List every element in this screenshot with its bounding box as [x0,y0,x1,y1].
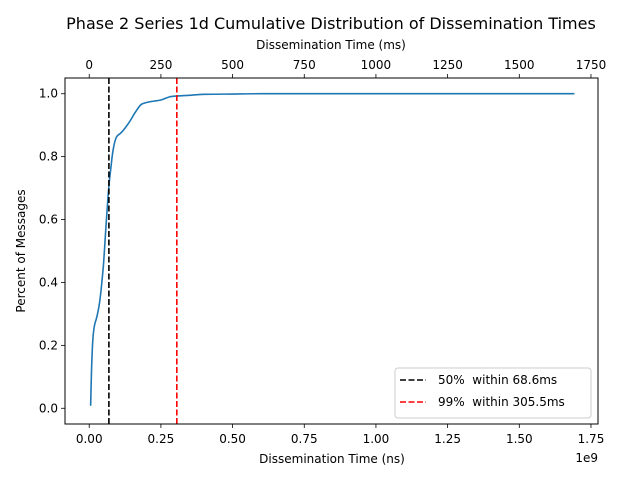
x2-tick-label: 1250 [432,58,463,72]
y-tick-label: 0.0 [39,401,58,415]
legend-label-99: 99% within 305.5ms [438,395,565,409]
x2-tick-label: 250 [149,58,172,72]
legend: 50% within 68.6ms 99% within 305.5ms [394,367,592,419]
x-ticks: 0.00 0.25 0.50 0.75 1.00 1.25 1.50 1.75 [76,424,604,446]
y-ticks: 0.0 0.2 0.4 0.6 0.8 1.0 [39,87,65,415]
y-tick-label: 0.4 [39,275,58,289]
x2-tick-label: 0 [85,58,93,72]
x2-tick-label: 1750 [576,58,607,72]
x-tick-label: 1.50 [506,432,533,446]
legend-box [394,367,592,419]
series-line-0 [89,92,575,406]
x-tick-label: 0.25 [148,432,175,446]
y-tick-label: 0.2 [39,338,58,352]
x-axis-offset: 1e9 [575,451,598,465]
x-tick-label: 0.00 [76,432,103,446]
y-tick-label: 0.6 [39,213,58,227]
plot-lines [89,78,575,424]
x2-tick-label: 500 [221,58,244,72]
x-axis-label: Dissemination Time (ns) [259,452,405,466]
x-tick-label: 1.00 [363,432,390,446]
legend-label-50: 50% within 68.6ms [438,373,557,387]
chart-title: Phase 2 Series 1d Cumulative Distributio… [66,14,596,33]
x2-ticks: 0 250 500 750 1000 1250 1500 1750 [85,58,606,78]
x-tick-label: 0.50 [219,432,246,446]
x2-tick-label: 750 [293,58,316,72]
plot-area-frame [64,77,599,425]
x-tick-label: 1.75 [578,432,605,446]
x-tick-label: 1.25 [434,432,461,446]
y-tick-label: 1.0 [39,87,58,101]
x2-tick-label: 1500 [504,58,535,72]
x-tick-label: 0.75 [291,432,318,446]
x2-axis-label: Dissemination Time (ms) [256,38,406,52]
x2-tick-label: 1000 [361,58,392,72]
y-axis-label: Percent of Messages [14,189,28,312]
y-tick-label: 0.8 [39,150,58,164]
